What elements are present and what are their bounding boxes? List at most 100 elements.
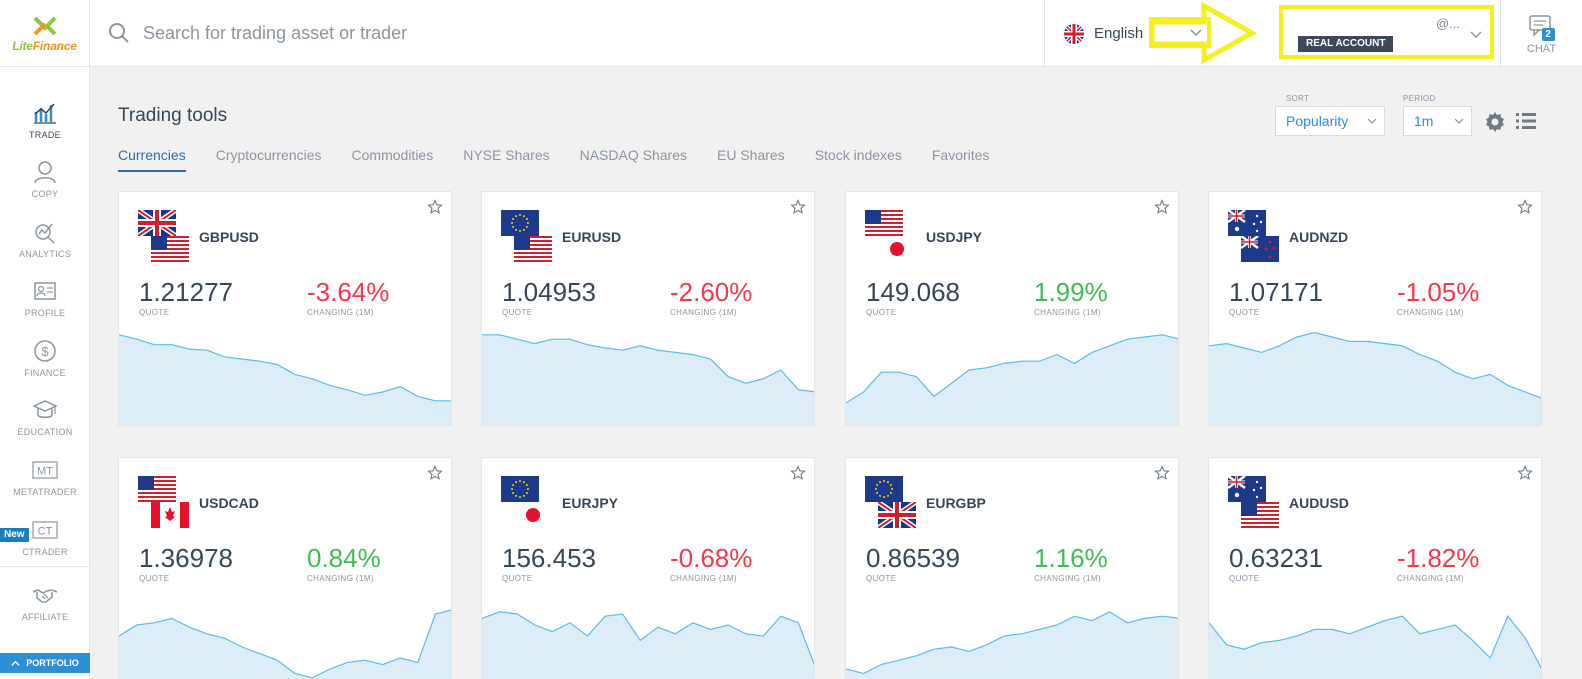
sidebar-item-finance[interactable]: $ FINANCE: [0, 338, 90, 394]
sparkline-area: [119, 610, 451, 679]
account-selector[interactable]: @... REAL ACCOUNT: [1279, 5, 1494, 59]
tab-nasdaq-shares[interactable]: NASDAQ Shares: [579, 147, 687, 163]
logo[interactable]: LiteFinance: [0, 0, 90, 67]
period-value: 1m: [1414, 113, 1434, 129]
favorite-star-icon[interactable]: [1154, 465, 1170, 481]
sparkline-line: [846, 334, 1178, 404]
sparkline-area: [482, 611, 814, 679]
tab-currencies[interactable]: Currencies: [118, 147, 186, 172]
tab-eu-shares[interactable]: EU Shares: [716, 147, 785, 163]
instrument-card[interactable]: AUDUSD 0.63231 QUOTE -1.82% CHANGING (1M): [1208, 457, 1542, 679]
page-title: Trading tools: [118, 105, 228, 126]
search-bar: [108, 18, 1008, 48]
change-label: CHANGING (1M): [307, 308, 374, 317]
sidebar-item-metatrader[interactable]: MT METATRADER: [0, 457, 90, 513]
instrument-card[interactable]: EURJPY 156.453 QUOTE -0.68% CHANGING (1M): [481, 457, 815, 679]
tab-commodities[interactable]: Commodities: [351, 147, 434, 163]
id-card-icon: [34, 282, 56, 300]
category-tabs: Currencies Cryptocurrencies Commodities …: [118, 147, 1019, 173]
quote-label: QUOTE: [139, 574, 170, 583]
language-label: English: [1094, 25, 1144, 42]
period-select[interactable]: 1m: [1403, 106, 1472, 136]
price-sparkline: [482, 334, 814, 425]
favorite-star-icon[interactable]: [1517, 465, 1533, 481]
sparkline-area: [482, 334, 814, 425]
instrument-symbol: AUDUSD: [1289, 495, 1349, 511]
favorite-star-icon[interactable]: [1517, 199, 1533, 215]
dollar-icon: $: [34, 340, 56, 362]
quote-label: QUOTE: [502, 308, 533, 317]
change-label: CHANGING (1M): [1397, 308, 1464, 317]
instrument-card[interactable]: USDCAD 1.36978 QUOTE 0.84% CHANGING (1M): [118, 457, 452, 679]
currency-pair-flags: [501, 210, 553, 262]
sidebar-item-ctrader[interactable]: CT CTRADER: [0, 517, 90, 573]
instrument-card[interactable]: AUDNZD 1.07171 QUOTE -1.05% CHANGING (1M): [1208, 191, 1542, 426]
portfolio-button[interactable]: PORTFOLIO: [0, 653, 90, 673]
top-bar: LiteFinance English @... REAL ACCOUNT: [0, 0, 1582, 67]
favorite-star-icon[interactable]: [790, 199, 806, 215]
quote-value: 149.068: [866, 277, 960, 307]
quote-value: 1.04953: [502, 277, 596, 307]
chevron-down-icon: [1367, 118, 1377, 124]
favorite-star-icon[interactable]: [790, 465, 806, 481]
gear-icon[interactable]: [1484, 110, 1506, 132]
change-label: CHANGING (1M): [1034, 574, 1101, 583]
sparkline-line: [119, 609, 451, 679]
au-flag-icon: [1228, 210, 1266, 236]
favorite-star-icon[interactable]: [427, 465, 443, 481]
quote-value: 1.07171: [1229, 277, 1323, 307]
search-input[interactable]: [143, 22, 963, 44]
list-view-icon[interactable]: [1515, 111, 1537, 131]
chat-button[interactable]: 2 CHAT: [1500, 0, 1582, 67]
currency-pair-flags: [138, 476, 190, 528]
new-badge: New: [0, 528, 29, 542]
tab-cryptocurrencies[interactable]: Cryptocurrencies: [215, 147, 322, 163]
currency-pair-flags: [1228, 476, 1280, 528]
instrument-card[interactable]: GBPUSD 1.21277 QUOTE -3.64% CHANGING (1M): [118, 191, 452, 426]
sparkline-area: [1209, 616, 1541, 679]
instrument-symbol: USDCAD: [199, 495, 259, 511]
sidebar-item-analytics[interactable]: ANALYTICS: [0, 219, 90, 275]
account-email: @...: [1435, 16, 1460, 31]
price-sparkline: [119, 609, 451, 679]
sparkline-area: [1209, 332, 1541, 425]
change-value: 1.99%: [1034, 277, 1108, 307]
favorite-star-icon[interactable]: [1154, 199, 1170, 215]
sidebar-item-affiliate[interactable]: AFFILIATE: [0, 582, 90, 638]
quote-value: 1.36978: [139, 543, 233, 573]
logo-mark-icon: [33, 16, 56, 36]
logo-text-b: Finance: [32, 39, 77, 53]
instrument-card[interactable]: USDJPY 149.068 QUOTE 1.99% CHANGING (1M): [845, 191, 1179, 426]
instrument-card[interactable]: EURUSD 1.04953 QUOTE -2.60% CHANGING (1M): [481, 191, 815, 426]
sparkline-line: [119, 334, 451, 402]
sidebar-item-copy[interactable]: COPY: [0, 159, 90, 215]
sidebar-item-education[interactable]: EDUCATION: [0, 397, 90, 453]
graduation-cap-icon: [32, 400, 58, 418]
us-flag-icon: [138, 476, 176, 502]
sidebar-item-trade[interactable]: TRADE: [0, 100, 90, 156]
tab-nyse-shares[interactable]: NYSE Shares: [463, 147, 550, 163]
sidebar-item-label: FINANCE: [24, 368, 66, 378]
price-sparkline: [1209, 331, 1541, 425]
instrument-card[interactable]: EURGBP 0.86539 QUOTE 1.16% CHANGING (1M): [845, 457, 1179, 679]
instrument-symbol: AUDNZD: [1289, 229, 1349, 245]
sparkline-line: [1209, 615, 1541, 669]
quote-value: 1.21277: [139, 277, 233, 307]
chat-icon: [1528, 14, 1551, 37]
favorite-star-icon[interactable]: [427, 199, 443, 215]
sort-select[interactable]: Popularity: [1275, 106, 1385, 136]
tab-stock-indexes[interactable]: Stock indexes: [814, 147, 902, 163]
ct-icon: CT: [32, 521, 58, 539]
currency-pair-flags: [865, 476, 917, 528]
sidebar-item-profile[interactable]: PROFILE: [0, 278, 90, 334]
currency-pair-flags: [865, 210, 917, 262]
instrument-symbol: EURJPY: [562, 495, 619, 511]
instrument-symbol: GBPUSD: [199, 229, 259, 245]
sidebar-item-label: EDUCATION: [17, 427, 73, 437]
tab-favorites[interactable]: Favorites: [931, 147, 990, 163]
instrument-symbol: EURUSD: [562, 229, 622, 245]
handshake-icon: [32, 589, 58, 603]
chart-icon: [34, 103, 56, 124]
quote-label: QUOTE: [866, 308, 897, 317]
price-sparkline: [482, 611, 814, 679]
